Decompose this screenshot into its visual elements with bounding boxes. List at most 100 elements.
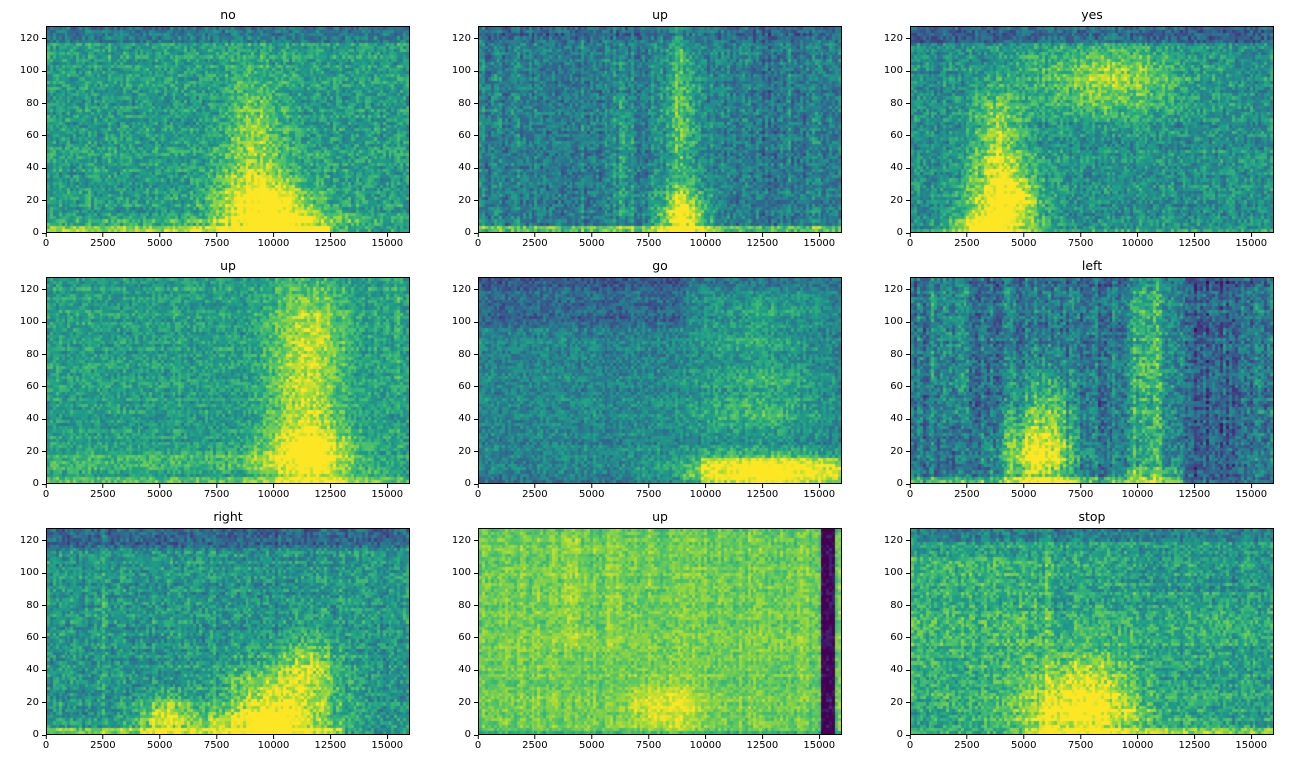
y-tick-label: 100 [883,316,903,328]
y-tick-label: 0 [464,478,471,489]
x-tick-label: 10000 [1121,740,1154,751]
y-tick: 60 [890,130,910,141]
x-tick-mark [909,735,911,739]
x-tick: 2500 [522,735,548,751]
y-tick: 40 [26,665,46,675]
x-tick-mark [216,233,218,237]
x-tick-mark [273,233,274,237]
x-tick-mark [329,233,331,237]
y-tick: 0 [897,730,910,740]
x-tick-label: 5000 [1011,489,1037,500]
y-tick-label: 80 [890,599,903,611]
y-tick: 120 [20,33,46,44]
x-tick-mark [705,735,706,739]
y-tick: 20 [458,194,478,206]
y-tick-mark [906,669,910,671]
y-tick-label: 100 [451,316,471,328]
x-tick-label: 10000 [1121,489,1154,500]
x-tick-mark [477,233,479,237]
y-tick-mark [474,200,478,202]
x-tick-mark [1137,735,1138,739]
y-tick-label: 20 [458,194,471,206]
y-tick: 80 [890,599,910,611]
x-tick: 2500 [954,233,980,249]
y-tick-label: 60 [458,380,471,392]
x-tick-label: 15000 [1235,238,1268,249]
x-tick-label: 12500 [1178,489,1211,500]
y-tick: 20 [26,697,46,708]
y-tick: 60 [26,632,46,643]
x-tick-mark [705,484,706,488]
y-tick-mark [42,572,46,574]
spectrogram-heatmap [479,278,841,483]
subplot-title: left [1081,258,1103,273]
subplot-up-3: up 0 20 40 60 80 100 120 0 2500 5000 7500 10000 125… [432,508,864,759]
x-tick-label: 15000 [803,489,836,500]
y-tick-label: 80 [458,348,471,360]
subplot-left: left 0 20 40 60 80 100 120 0 2500 5000 7500 10000 1… [864,257,1296,508]
spectrogram-plot-area [910,277,1274,484]
x-tick: 12500 [1178,735,1210,751]
y-tick: 100 [20,317,46,327]
x-tick-label: 2500 [522,740,548,751]
x-tick: 15000 [803,233,835,249]
x-tick-mark [1193,233,1195,237]
y-tick-label: 80 [26,348,39,360]
x-tick-label: 10000 [689,740,722,751]
y-tick: 80 [458,348,478,360]
x-axis-tick-labels: 0 2500 5000 7500 10000 12500 15000 [907,484,1274,508]
x-tick-label: 7500 [203,238,230,249]
y-tick-label: 40 [26,664,39,676]
y-tick: 60 [26,381,46,392]
y-tick: 100 [20,66,46,76]
y-tick-label: 0 [32,478,39,489]
y-tick-mark [474,135,478,137]
y-tick: 40 [26,414,46,424]
y-tick-mark [42,321,46,323]
x-tick-mark [818,735,820,739]
y-tick-label: 100 [883,65,903,77]
y-tick-mark [42,734,46,736]
x-tick: 10000 [1121,735,1154,751]
x-tick: 12500 [746,233,778,249]
x-tick-mark [648,735,650,739]
x-tick-label: 10000 [257,238,290,249]
y-tick-mark [42,540,46,542]
x-tick-mark [102,735,104,739]
y-tick-mark [474,167,478,169]
x-tick: 0 [475,233,481,249]
y-tick-label: 0 [896,729,903,740]
x-tick-label: 12500 [314,238,347,249]
x-tick-label: 15000 [371,740,404,751]
y-tick-mark [906,200,910,202]
x-tick: 0 [907,484,913,500]
x-tick: 5000 [579,484,604,500]
x-tick-label: 0 [906,238,914,249]
x-tick: 15000 [803,484,835,500]
y-tick-mark [474,605,478,607]
y-tick-label: 20 [890,696,903,708]
y-tick: 120 [883,534,910,546]
y-tick: 60 [890,632,910,643]
x-tick-label: 10000 [257,489,290,500]
y-tick: 120 [20,284,46,295]
y-tick-label: 120 [883,534,903,546]
x-tick-label: 12500 [746,489,779,500]
y-tick: 100 [884,568,910,578]
x-tick-mark [45,484,47,488]
x-tick-mark [159,233,161,237]
y-tick-mark [474,418,478,420]
y-tick-label: 80 [890,348,903,360]
x-tick: 12500 [314,233,346,249]
x-tick-mark [329,735,331,739]
x-tick-mark [591,233,593,237]
y-tick: 120 [452,284,478,295]
y-tick-mark [42,70,46,72]
spectrogram-heatmap [47,529,409,734]
y-tick-mark [42,418,46,420]
x-tick: 2500 [522,233,548,249]
y-tick-label: 40 [890,664,903,676]
x-tick-label: 7500 [1067,740,1094,751]
x-tick: 15000 [371,735,403,751]
x-tick-mark [761,233,763,237]
